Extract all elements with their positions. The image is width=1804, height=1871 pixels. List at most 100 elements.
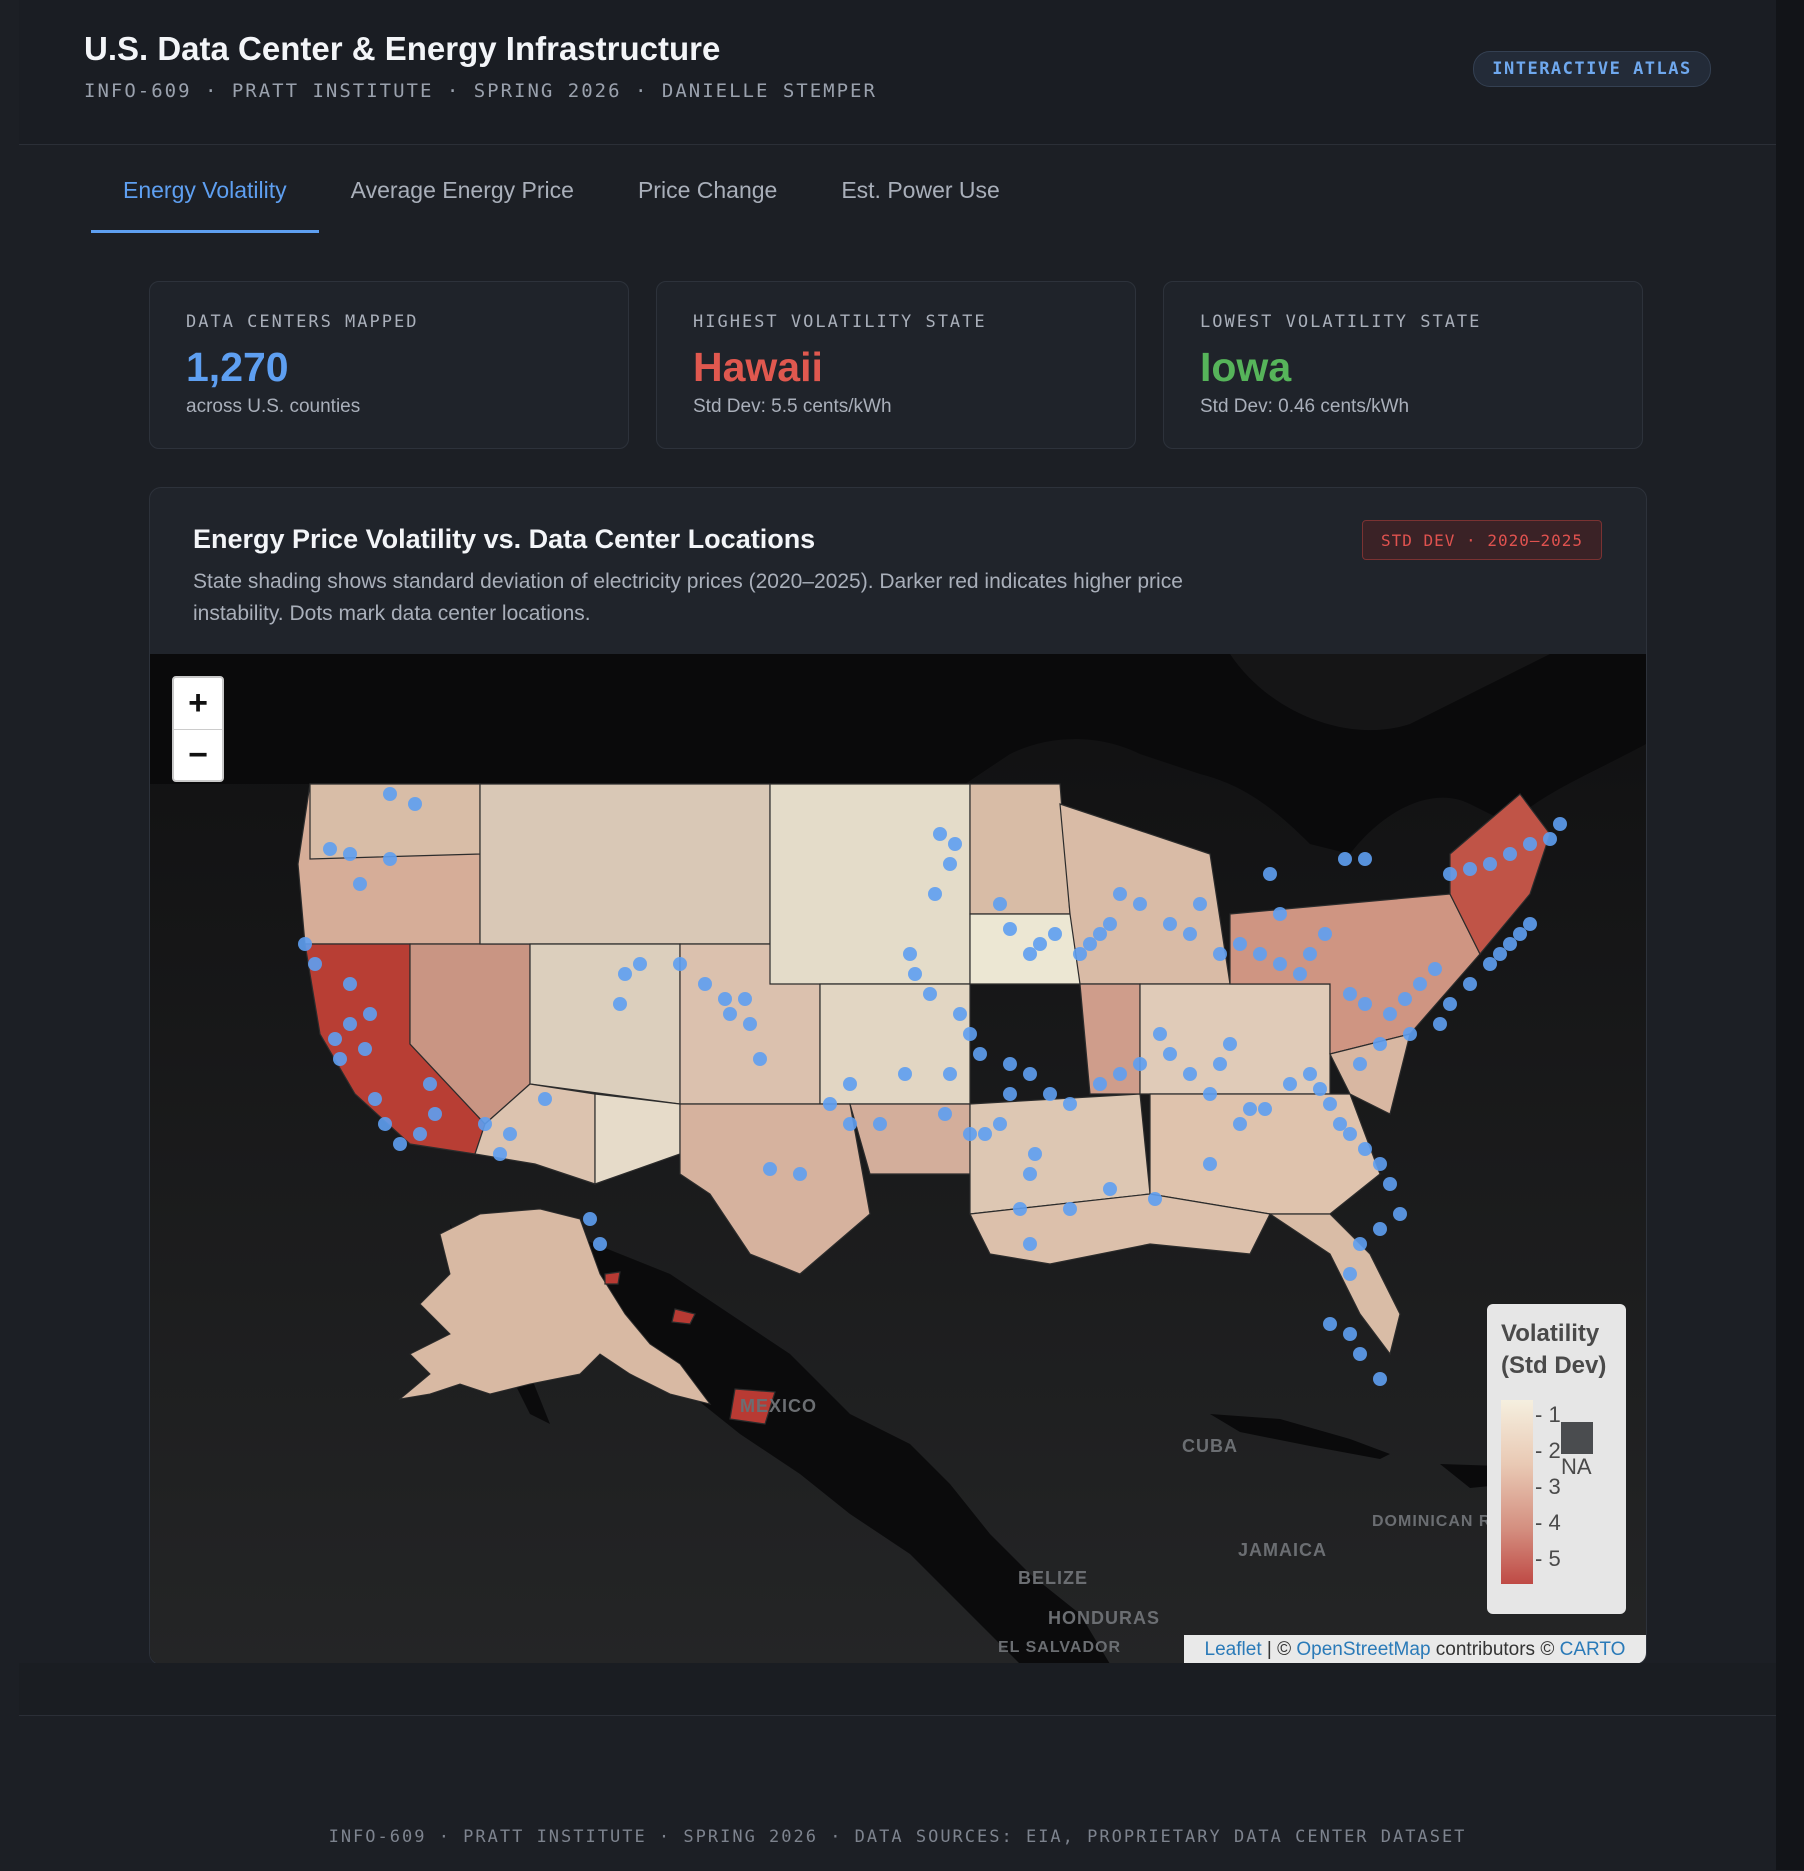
data-center-dot[interactable]	[1003, 1057, 1017, 1071]
data-center-dot[interactable]	[1163, 917, 1177, 931]
data-center-dot[interactable]	[1203, 1157, 1217, 1171]
data-center-dot[interactable]	[538, 1092, 552, 1106]
data-center-dot[interactable]	[993, 897, 1007, 911]
data-center-dot[interactable]	[1023, 1237, 1037, 1251]
data-center-dot[interactable]	[383, 852, 397, 866]
data-center-dot[interactable]	[1353, 1237, 1367, 1251]
data-center-dot[interactable]	[298, 937, 312, 951]
zoom-in-button[interactable]: +	[174, 678, 222, 730]
data-center-dot[interactable]	[368, 1092, 382, 1106]
data-center-dot[interactable]	[1203, 1087, 1217, 1101]
data-center-dot[interactable]	[328, 1032, 342, 1046]
data-center-dot[interactable]	[493, 1147, 507, 1161]
data-center-dot[interactable]	[1318, 927, 1332, 941]
data-center-dot[interactable]	[1493, 947, 1507, 961]
leaflet-link[interactable]: Leaflet	[1204, 1638, 1262, 1660]
data-center-dot[interactable]	[948, 837, 962, 851]
tab-energy-volatility[interactable]: Energy Volatility	[91, 150, 319, 233]
data-center-dot[interactable]	[1083, 937, 1097, 951]
data-center-dot[interactable]	[908, 967, 922, 981]
data-center-dot[interactable]	[1513, 927, 1527, 941]
data-center-dot[interactable]	[593, 1237, 607, 1251]
data-center-dot[interactable]	[358, 1042, 372, 1056]
data-center-dot[interactable]	[333, 1052, 347, 1066]
data-center-dot[interactable]	[1183, 1067, 1197, 1081]
data-center-dot[interactable]	[1443, 867, 1457, 881]
data-center-dot[interactable]	[1428, 962, 1442, 976]
data-center-dot[interactable]	[1553, 817, 1567, 831]
data-center-dot[interactable]	[343, 977, 357, 991]
data-center-dot[interactable]	[673, 957, 687, 971]
data-center-dot[interactable]	[933, 827, 947, 841]
data-center-dot[interactable]	[1343, 1327, 1357, 1341]
data-center-dot[interactable]	[1413, 977, 1427, 991]
data-center-dot[interactable]	[1323, 1097, 1337, 1111]
data-center-dot[interactable]	[1523, 837, 1537, 851]
data-center-dot[interactable]	[343, 847, 357, 861]
data-center-dot[interactable]	[1503, 847, 1517, 861]
tab-est-power-use[interactable]: Est. Power Use	[841, 176, 1000, 203]
tab-average-energy-price[interactable]: Average Energy Price	[350, 176, 574, 203]
data-center-dot[interactable]	[973, 1047, 987, 1061]
data-center-dot[interactable]	[1063, 1202, 1077, 1216]
data-center-dot[interactable]	[823, 1097, 837, 1111]
data-center-dot[interactable]	[1023, 947, 1037, 961]
data-center-dot[interactable]	[1483, 957, 1497, 971]
data-center-dot[interactable]	[1323, 1317, 1337, 1331]
data-center-dot[interactable]	[898, 1067, 912, 1081]
data-center-dot[interactable]	[1393, 1207, 1407, 1221]
data-center-dot[interactable]	[1193, 897, 1207, 911]
data-center-dot[interactable]	[1398, 992, 1412, 1006]
data-center-dot[interactable]	[1343, 1127, 1357, 1141]
data-center-dot[interactable]	[1133, 897, 1147, 911]
data-center-dot[interactable]	[1313, 1082, 1327, 1096]
data-center-dot[interactable]	[1233, 937, 1247, 951]
data-center-dot[interactable]	[633, 957, 647, 971]
data-center-dot[interactable]	[1373, 1372, 1387, 1386]
tab-price-change[interactable]: Price Change	[637, 176, 778, 203]
data-center-dot[interactable]	[873, 1117, 887, 1131]
data-center-dot[interactable]	[753, 1052, 767, 1066]
data-center-dot[interactable]	[1103, 917, 1117, 931]
data-center-dot[interactable]	[963, 1027, 977, 1041]
data-center-dot[interactable]	[1343, 1267, 1357, 1281]
data-center-dot[interactable]	[1263, 867, 1277, 881]
data-center-dot[interactable]	[308, 957, 322, 971]
map-canvas[interactable]: MEXICO CUBA JAMAICA DOMINICAN REPUBLIC B…	[150, 654, 1646, 1664]
data-center-dot[interactable]	[1303, 1067, 1317, 1081]
data-center-dot[interactable]	[763, 1162, 777, 1176]
data-center-dot[interactable]	[978, 1127, 992, 1141]
data-center-dot[interactable]	[408, 797, 422, 811]
data-center-dot[interactable]	[993, 1117, 1007, 1131]
data-center-dot[interactable]	[923, 987, 937, 1001]
data-center-dot[interactable]	[1033, 937, 1047, 951]
data-center-dot[interactable]	[1358, 852, 1372, 866]
data-center-dot[interactable]	[1013, 1202, 1027, 1216]
data-center-dot[interactable]	[943, 857, 957, 871]
data-center-dot[interactable]	[1273, 957, 1287, 971]
data-center-dot[interactable]	[1358, 1142, 1372, 1156]
data-center-dot[interactable]	[1023, 1067, 1037, 1081]
data-center-dot[interactable]	[738, 992, 752, 1006]
data-center-dot[interactable]	[1243, 1102, 1257, 1116]
data-center-dot[interactable]	[843, 1077, 857, 1091]
data-center-dot[interactable]	[843, 1117, 857, 1131]
data-center-dot[interactable]	[1073, 947, 1087, 961]
data-center-dot[interactable]	[723, 1007, 737, 1021]
leaflet-map[interactable]: MEXICO CUBA JAMAICA DOMINICAN REPUBLIC B…	[150, 654, 1646, 1664]
data-center-dot[interactable]	[503, 1127, 517, 1141]
data-center-dot[interactable]	[1093, 1077, 1107, 1091]
data-center-dot[interactable]	[1258, 1102, 1272, 1116]
zoom-out-button[interactable]: −	[188, 736, 208, 774]
data-center-dot[interactable]	[1183, 927, 1197, 941]
data-center-dot[interactable]	[1383, 1007, 1397, 1021]
data-center-dot[interactable]	[1223, 1037, 1237, 1051]
data-center-dot[interactable]	[1043, 1087, 1057, 1101]
data-center-dot[interactable]	[1293, 967, 1307, 981]
data-center-dot[interactable]	[1113, 887, 1127, 901]
data-center-dot[interactable]	[1103, 1182, 1117, 1196]
data-center-dot[interactable]	[943, 1067, 957, 1081]
data-center-dot[interactable]	[378, 1117, 392, 1131]
data-center-dot[interactable]	[938, 1107, 952, 1121]
data-center-dot[interactable]	[963, 1127, 977, 1141]
